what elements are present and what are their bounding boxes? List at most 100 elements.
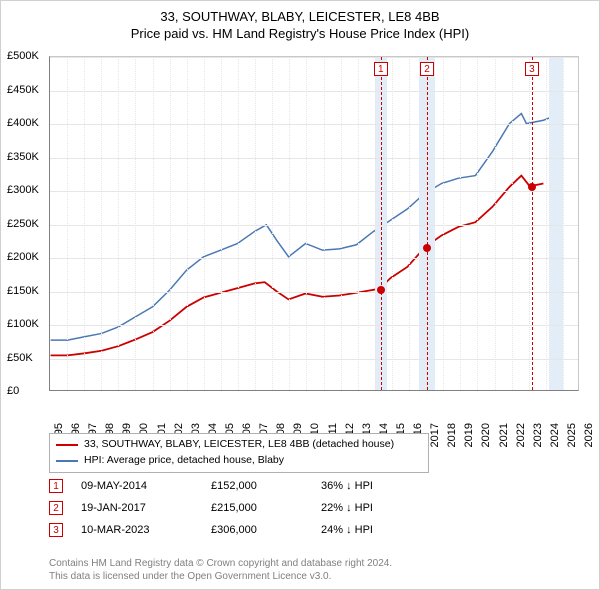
legend-label-property: 33, SOUTHWAY, BLABY, LEICESTER, LE8 4BB …	[84, 437, 394, 453]
legend-item-property: 33, SOUTHWAY, BLABY, LEICESTER, LE8 4BB …	[56, 437, 422, 453]
gridline-vertical	[529, 57, 530, 390]
chart-marker-2: 2	[420, 62, 434, 76]
transaction-dashed-line	[427, 57, 428, 390]
legend-label-hpi: HPI: Average price, detached house, Blab…	[84, 453, 284, 469]
gridline-vertical	[324, 57, 325, 390]
transaction-row: 1 09-MAY-2014 £152,000 36% ↓ HPI	[49, 475, 373, 497]
x-tick-label: 2019	[463, 423, 475, 447]
gridline-vertical	[289, 57, 290, 390]
y-tick-label: £450K	[7, 84, 39, 96]
gridline-horizontal	[50, 325, 578, 326]
transaction-dashed-line	[532, 57, 533, 390]
chart-marker-1: 1	[374, 62, 388, 76]
gridline-vertical	[306, 57, 307, 390]
transactions-table: 1 09-MAY-2014 £152,000 36% ↓ HPI 2 19-JA…	[49, 475, 373, 541]
transaction-marker: 2	[49, 501, 63, 515]
y-tick-label: £150K	[7, 285, 39, 297]
x-tick-label: 2021	[498, 423, 510, 447]
legend-swatch-property	[56, 444, 78, 446]
series-property	[51, 176, 544, 356]
title-address: 33, SOUTHWAY, BLABY, LEICESTER, LE8 4BB	[1, 9, 599, 24]
gridline-horizontal	[50, 292, 578, 293]
gridline-vertical	[67, 57, 68, 390]
y-tick-label: £0	[7, 385, 19, 397]
gridline-horizontal	[50, 258, 578, 259]
x-tick-label: 2022	[515, 423, 527, 447]
gridline-horizontal	[50, 191, 578, 192]
transaction-diff: 36% ↓ HPI	[321, 480, 373, 492]
title-subtitle: Price paid vs. HM Land Registry's House …	[1, 26, 599, 41]
chart-container: 33, SOUTHWAY, BLABY, LEICESTER, LE8 4BB …	[0, 0, 600, 590]
gridline-vertical	[187, 57, 188, 390]
gridline-vertical	[375, 57, 376, 390]
gridline-vertical	[341, 57, 342, 390]
y-tick-label: £400K	[7, 117, 39, 129]
y-tick-label: £300K	[7, 184, 39, 196]
gridline-vertical	[563, 57, 564, 390]
transaction-marker: 3	[49, 523, 63, 537]
legend-item-hpi: HPI: Average price, detached house, Blab…	[56, 453, 422, 469]
transaction-price: £306,000	[211, 524, 321, 536]
gridline-vertical	[477, 57, 478, 390]
transaction-point-1	[377, 286, 385, 294]
chart-plot-area: 1 2 3	[49, 56, 579, 391]
transaction-price: £152,000	[211, 480, 321, 492]
x-tick-label: 2018	[446, 423, 458, 447]
gridline-vertical	[255, 57, 256, 390]
transaction-date: 09-MAY-2014	[81, 480, 211, 492]
gridline-horizontal	[50, 124, 578, 125]
transaction-dashed-line	[381, 57, 382, 390]
chart-lines	[50, 57, 578, 390]
gridline-vertical	[204, 57, 205, 390]
gridline-vertical	[409, 57, 410, 390]
transaction-marker: 1	[49, 479, 63, 493]
transaction-diff: 22% ↓ HPI	[321, 502, 373, 514]
footer-line1: Contains HM Land Registry data © Crown c…	[49, 557, 587, 570]
gridline-horizontal	[50, 225, 578, 226]
transaction-date: 19-JAN-2017	[81, 502, 211, 514]
x-tick-label: 2017	[429, 423, 441, 447]
gridline-vertical	[170, 57, 171, 390]
gridline-vertical	[153, 57, 154, 390]
legend-swatch-hpi	[56, 460, 78, 462]
y-tick-label: £100K	[7, 318, 39, 330]
series-hpi	[51, 114, 556, 341]
transaction-point-3	[528, 183, 536, 191]
chart-marker-3: 3	[525, 62, 539, 76]
title-block: 33, SOUTHWAY, BLABY, LEICESTER, LE8 4BB …	[1, 1, 599, 41]
gridline-horizontal	[50, 57, 578, 58]
x-tick-label: 2024	[549, 423, 561, 447]
gridline-vertical	[443, 57, 444, 390]
y-tick-label: £50K	[7, 352, 33, 364]
gridline-vertical	[238, 57, 239, 390]
x-tick-label: 2025	[566, 423, 578, 447]
gridline-vertical	[358, 57, 359, 390]
footer: Contains HM Land Registry data © Crown c…	[49, 557, 587, 583]
transaction-price: £215,000	[211, 502, 321, 514]
y-tick-label: £350K	[7, 151, 39, 163]
gridline-vertical	[460, 57, 461, 390]
y-tick-label: £200K	[7, 251, 39, 263]
gridline-horizontal	[50, 158, 578, 159]
x-tick-label: 2023	[532, 423, 544, 447]
gridline-vertical	[221, 57, 222, 390]
gridline-vertical	[118, 57, 119, 390]
x-tick-label: 2020	[480, 423, 492, 447]
transaction-point-2	[423, 244, 431, 252]
legend: 33, SOUTHWAY, BLABY, LEICESTER, LE8 4BB …	[49, 433, 429, 473]
x-tick-label: 2026	[583, 423, 595, 447]
y-tick-label: £500K	[7, 50, 39, 62]
gridline-vertical	[546, 57, 547, 390]
gridline-vertical	[84, 57, 85, 390]
gridline-vertical	[101, 57, 102, 390]
gridline-vertical	[272, 57, 273, 390]
highlight-band	[549, 57, 563, 390]
gridline-vertical	[495, 57, 496, 390]
transaction-row: 3 10-MAR-2023 £306,000 24% ↓ HPI	[49, 519, 373, 541]
transaction-row: 2 19-JAN-2017 £215,000 22% ↓ HPI	[49, 497, 373, 519]
gridline-vertical	[135, 57, 136, 390]
gridline-vertical	[512, 57, 513, 390]
transaction-date: 10-MAR-2023	[81, 524, 211, 536]
gridline-vertical	[392, 57, 393, 390]
footer-line2: This data is licensed under the Open Gov…	[49, 570, 587, 583]
